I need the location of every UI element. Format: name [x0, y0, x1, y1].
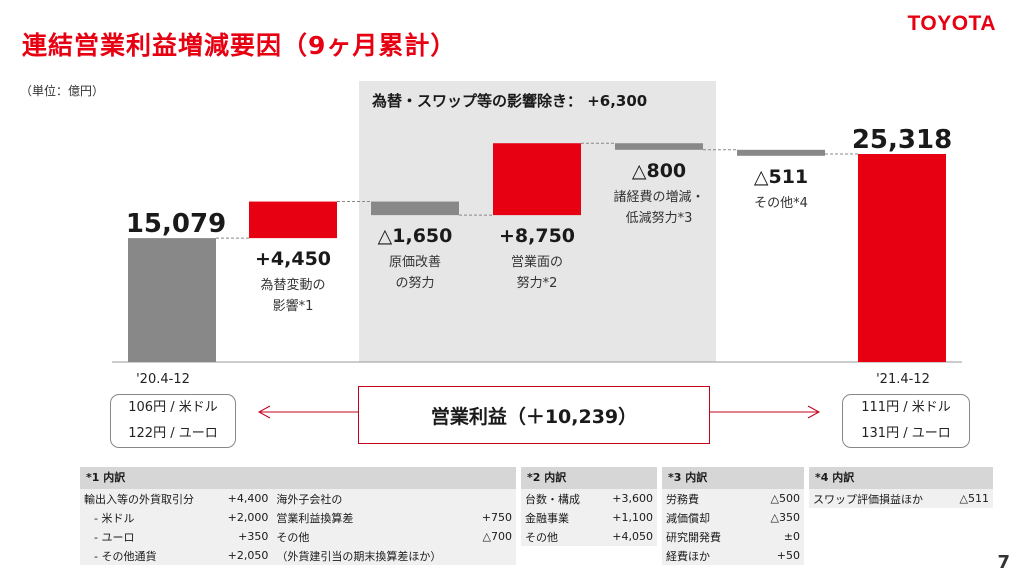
note-cell	[472, 546, 516, 565]
bar-category-label-1-1: 影響*1	[273, 298, 314, 314]
waterfall-bar-6	[858, 154, 946, 362]
note-cell: - ユーロ	[94, 530, 135, 544]
left-rate-usd: 106円 / 米ドル	[128, 400, 218, 415]
fx-box-label: 為替・スワップ等の影響除き： +6,300	[371, 92, 647, 110]
note-cell: - その他通貨	[94, 549, 157, 563]
bar-category-label-3-0: 営業面の	[511, 254, 563, 270]
page-title: 連結営業利益増減要因（9ヶ月累計）	[22, 31, 457, 60]
note-cell: 労務費	[666, 492, 699, 506]
note-cell: +1,100	[612, 511, 653, 524]
note-cell: ±0	[783, 530, 800, 543]
note-cell: +3,600	[612, 492, 653, 505]
note-2: *2 内訳 台数・構成 +3,600 金融事業 +1,100 その他 +4,050	[521, 467, 657, 546]
right-rate-eur: 131円 / ユーロ	[861, 426, 951, 441]
bar-category-label-2-1: の努力	[395, 276, 434, 291]
bar-category-label-1-0: 為替変動の	[260, 277, 325, 293]
toyota-logo: TOYOTA	[907, 12, 996, 35]
bar-value-label-3: +8,750	[499, 225, 575, 247]
note-2-table: 台数・構成 +3,600 金融事業 +1,100 その他 +4,050	[521, 489, 657, 546]
note-cell: 減価償却	[666, 511, 710, 525]
note-3-header: *3 内訳	[662, 467, 804, 489]
note-1-table: 輸出入等の外貨取引分 +4,400 海外子会社の - 米ドル +2,000 営業利益…	[80, 489, 516, 565]
bar-value-label-5: △511	[754, 166, 808, 188]
bar-value-label-6: 25,318	[852, 125, 952, 155]
waterfall-bar-1	[249, 201, 337, 239]
note-cell	[472, 489, 516, 508]
bar-value-label-0: 15,079	[126, 209, 226, 239]
note-cell: +50	[776, 549, 800, 562]
left-rates: 106円 / 米ドル 122円 / ユーロ	[110, 394, 236, 448]
page-number: 7	[997, 552, 1010, 573]
bar-category-label-3-1: 努力*2	[517, 276, 558, 291]
note-1: *1 内訳 輸出入等の外貨取引分 +4,400 海外子会社の - 米ドル +2,00…	[80, 467, 516, 565]
note-cell: △500	[770, 492, 800, 505]
note-cell: 研究開発費	[666, 530, 721, 544]
note-cell: （外貨建引当の期末換算差ほか）	[276, 549, 442, 563]
right-rates: 111円 / 米ドル 131円 / ユーロ	[842, 394, 970, 448]
note-2-header: *2 内訳	[521, 467, 657, 489]
note-cell: △350	[770, 511, 800, 524]
note-cell: - 米ドル	[94, 511, 135, 525]
waterfall-bar-4	[615, 143, 703, 150]
note-cell: スワップ評価損益ほか	[813, 492, 923, 506]
note-cell: +750	[481, 511, 512, 524]
bar-value-label-1: +4,450	[255, 248, 331, 270]
note-cell: 海外子会社の	[276, 492, 343, 506]
waterfall-chart: 為替・スワップ等の影響除き： +6,300 15,079 +4,450 為替変動の影…	[112, 81, 962, 419]
unit-label: （単位：億円）	[20, 84, 105, 98]
bar-category-label-4-1: 低減努力*3	[626, 210, 693, 226]
operating-income-box: 営業利益（＋10,239）	[358, 386, 710, 444]
bar-category-label-4-0: 諸経費の増減・	[613, 189, 704, 205]
note-cell: +350	[238, 530, 269, 543]
left-rate-eur: 122円 / ユーロ	[128, 426, 218, 441]
note-cell: その他	[276, 530, 310, 544]
note-4: *4 内訳 スワップ評価損益ほか △511	[809, 467, 993, 508]
note-cell: △511	[959, 492, 989, 505]
note-cell: 経費ほか	[666, 549, 710, 563]
note-cell: +4,050	[612, 530, 653, 543]
bar-category-label-2-0: 原価改善	[389, 254, 441, 270]
note-cell: 輸出入等の外貨取引分	[84, 492, 194, 506]
right-arrow-head	[807, 405, 821, 419]
note-4-table: スワップ評価損益ほか △511	[809, 489, 993, 508]
left-arrow-head	[257, 405, 271, 419]
note-4-header: *4 内訳	[809, 467, 993, 489]
note-cell: 台数・構成	[525, 492, 580, 506]
note-cell: +2,050	[227, 549, 269, 562]
note-cell: +4,400	[227, 492, 269, 505]
note-cell: 営業利益換算差	[276, 511, 354, 525]
waterfall-bar-2	[371, 201, 459, 216]
bar-value-label-2: △1,650	[378, 225, 453, 247]
fx-shade-area	[359, 81, 716, 362]
note-3: *3 内訳 労務費 △500 減価償却 △350 研究開発費 ±0 経費ほか +50	[662, 467, 804, 565]
waterfall-bar-3	[493, 143, 581, 216]
note-3-table: 労務費 △500 減価償却 △350 研究開発費 ±0 経費ほか +50	[662, 489, 804, 565]
right-rate-usd: 111円 / 米ドル	[861, 400, 951, 415]
note-cell: +2,000	[227, 511, 269, 524]
bar-value-label-4: △800	[632, 160, 686, 182]
bar-category-label-5-0: その他*4	[754, 196, 808, 211]
waterfall-bar-5	[737, 149, 825, 156]
note-cell: その他	[525, 530, 558, 544]
note-cell: 金融事業	[525, 511, 569, 525]
note-cell: △700	[482, 530, 512, 543]
note-1-header: *1 内訳	[80, 467, 516, 489]
waterfall-bar-0	[128, 238, 216, 362]
right-period-label: '21.4-12	[876, 372, 930, 387]
left-period-label: '20.4-12	[136, 372, 190, 387]
